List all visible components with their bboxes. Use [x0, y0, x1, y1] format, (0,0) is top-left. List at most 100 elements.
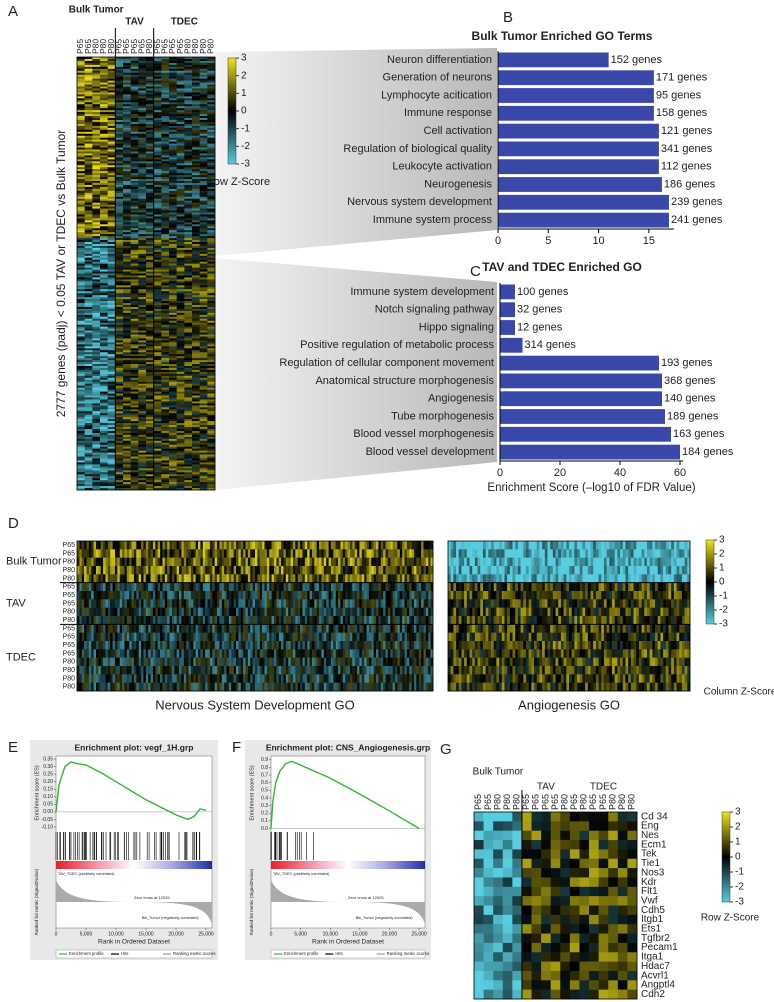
heatmap-cell	[84, 96, 93, 99]
heatmap-cell	[107, 303, 116, 306]
heatmap-cell	[184, 188, 193, 192]
heatmap-cell	[100, 488, 108, 491]
heatmap-cell	[100, 182, 108, 186]
heatmap-cell	[153, 243, 162, 247]
heatmap-cell	[114, 582, 118, 592]
heatmap-cell	[212, 582, 215, 592]
heatmap-cell	[107, 362, 116, 365]
heatmap-cell	[176, 401, 185, 404]
heatmap-cell	[184, 273, 193, 276]
heatmap-cell	[164, 574, 168, 583]
heatmap-cell	[184, 318, 193, 322]
heatmap-cell	[103, 549, 106, 558]
heatmap-cell	[207, 432, 216, 436]
heatmap-cell	[115, 96, 124, 99]
heatmap-cell	[176, 480, 185, 483]
heatmap-cell	[161, 310, 170, 314]
heatmap-cell	[207, 257, 216, 261]
heatmap-cell	[169, 356, 177, 359]
heatmap-cell	[153, 238, 162, 241]
heatmap-cell	[176, 295, 185, 298]
heatmap-cell	[169, 281, 177, 284]
heatmap-cell	[130, 90, 139, 93]
heatmap-cell	[138, 291, 147, 294]
heatmap-cell	[176, 163, 185, 166]
heatmap-cell	[77, 379, 85, 383]
heatmap-cell	[100, 421, 108, 424]
heatmap-cell	[123, 269, 131, 272]
heatmap-cell	[164, 541, 168, 550]
heatmap-cell	[192, 472, 200, 475]
heatmap-cell	[207, 464, 216, 467]
heatmap-cell	[262, 574, 265, 583]
heatmap-cell	[100, 222, 108, 225]
heatmap-cell	[92, 247, 101, 251]
heatmap-cell	[107, 316, 116, 320]
heatmap-cell	[184, 308, 193, 312]
heatmap-cell	[146, 480, 154, 483]
heatmap-cell	[192, 247, 200, 251]
heatmap-cell	[115, 407, 124, 410]
heatmap-cell	[77, 295, 85, 298]
heatmap-cell	[184, 482, 193, 485]
heatmap-cell	[285, 557, 289, 567]
heatmap-cell	[199, 366, 208, 369]
heatmap-cell	[207, 371, 216, 375]
heatmap-cell	[192, 159, 200, 162]
heatmap-cell	[100, 310, 108, 314]
heatmap-cell	[199, 127, 208, 131]
heatmap-cell	[357, 574, 360, 583]
heatmap-cell	[199, 192, 208, 196]
heatmap-cell	[145, 541, 149, 550]
heatmap-cell	[153, 143, 162, 146]
heatmap-cell	[199, 356, 208, 359]
heatmap-cell	[123, 251, 131, 255]
heatmap-cell	[207, 415, 216, 418]
heatmap-cell	[192, 409, 200, 412]
heatmap-cell	[123, 401, 131, 404]
heatmap-cell	[84, 98, 93, 101]
heatmap-cell	[84, 210, 93, 213]
heatmap-cell	[169, 267, 177, 270]
heatmap-cell	[138, 318, 147, 322]
heatmap-cell	[84, 303, 93, 306]
category-label: Angiogenesis	[428, 393, 495, 405]
heatmap-cell	[199, 114, 208, 117]
heatmap-cell	[161, 484, 170, 487]
heatmap-cell	[77, 474, 85, 477]
heatmap-cell	[107, 464, 116, 467]
heatmap-cell	[138, 375, 147, 379]
heatmap-cell	[107, 116, 116, 119]
heatmap-cell	[92, 261, 101, 264]
heatmap-cell	[161, 348, 170, 351]
heatmap-cell	[138, 340, 147, 343]
heatmap-cell	[207, 267, 216, 270]
heatmap-cell	[169, 104, 177, 107]
heatmap-cell	[176, 338, 185, 341]
heatmap-cell	[169, 409, 177, 412]
heatmap-cell	[199, 119, 208, 123]
heatmap-cell	[184, 377, 193, 381]
heatmap-cell	[153, 403, 162, 406]
heatmap-cell	[161, 66, 170, 70]
heatmap-cell	[77, 173, 85, 176]
heatmap-cell	[161, 464, 170, 467]
heatmap-cell	[84, 275, 93, 278]
heatmap-cell	[184, 186, 193, 190]
heatmap-cell	[77, 401, 85, 404]
heatmap-cell	[153, 395, 162, 398]
heatmap-cell	[264, 566, 268, 575]
heatmap-cell	[181, 566, 185, 575]
heatmap-cell	[123, 320, 131, 324]
heatmap-cell	[153, 397, 162, 400]
heatmap-cell	[115, 247, 124, 251]
heatmap-cell	[92, 66, 101, 70]
heatmap-cell	[169, 112, 177, 115]
heatmap-cell	[406, 549, 410, 558]
heatmap-cell	[130, 293, 139, 296]
heatmap-cell	[92, 245, 101, 249]
heatmap-cell	[77, 411, 85, 414]
heatmap-cell	[84, 242, 93, 245]
heatmap-cell	[130, 82, 139, 85]
heatmap-cell	[397, 557, 401, 567]
